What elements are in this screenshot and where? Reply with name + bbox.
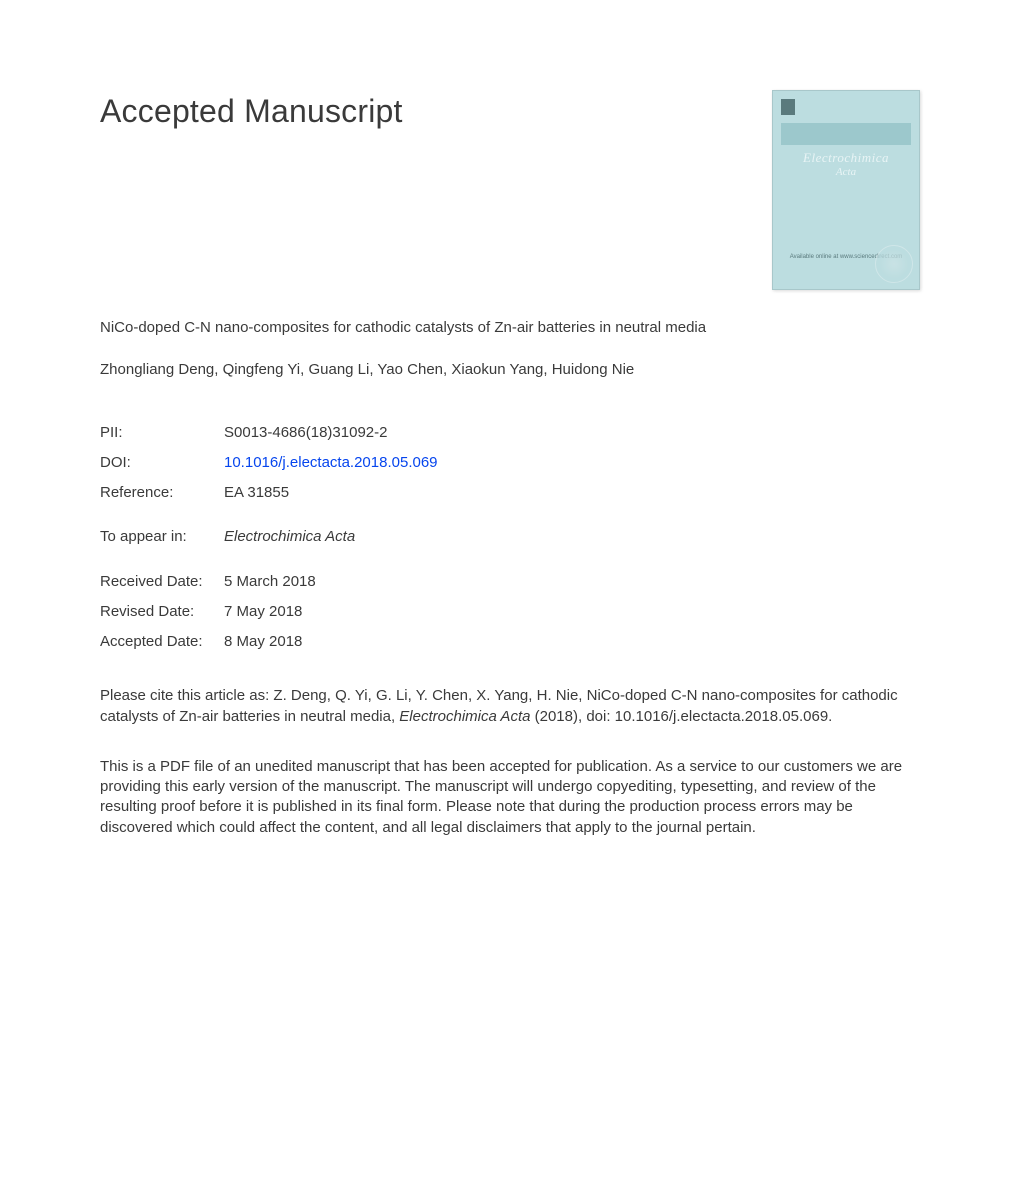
meta-value-accepted: 8 May 2018 [224,632,302,652]
meta-value-received: 5 March 2018 [224,572,316,592]
cover-title-bar [781,123,911,145]
disclaimer-text: This is a PDF file of an unedited manusc… [100,757,910,838]
citation-suffix: (2018), doi: 10.1016/j.electacta.2018.05… [530,708,832,725]
meta-value-revised: 7 May 2018 [224,602,302,622]
page-heading: Accepted Manuscript [100,90,403,133]
meta-value-appear: Electrochimica Acta [224,527,355,547]
meta-row-received: Received Date: 5 March 2018 [100,572,920,592]
meta-label-pii: PII: [100,423,224,443]
meta-label-revised: Revised Date: [100,602,224,622]
meta-row-reference: Reference: EA 31855 [100,483,920,503]
meta-value-reference: EA 31855 [224,483,289,503]
citation-text: Please cite this article as: Z. Deng, Q.… [100,686,900,727]
metadata-table: PII: S0013-4686(18)31092-2 DOI: 10.1016/… [100,423,920,653]
article-title: NiCo-doped C-N nano-composites for catho… [100,318,740,338]
cover-journal-name-line1: Electrochimica [773,149,919,167]
meta-label-received: Received Date: [100,572,224,592]
cover-journal-name-line2: Acta [773,165,919,180]
meta-row-accepted: Accepted Date: 8 May 2018 [100,632,920,652]
header-row: Accepted Manuscript Electrochimica Acta … [100,90,920,290]
meta-label-appear: To appear in: [100,527,224,547]
article-authors: Zhongliang Deng, Qingfeng Yi, Guang Li, … [100,360,920,380]
publisher-logo-icon [781,99,795,115]
meta-row-appear: To appear in: Electrochimica Acta [100,527,920,547]
journal-cover-thumbnail: Electrochimica Acta Available online at … [772,90,920,290]
meta-label-doi: DOI: [100,453,224,473]
cover-seal-icon [875,245,913,283]
meta-row-revised: Revised Date: 7 May 2018 [100,602,920,622]
doi-link[interactable]: 10.1016/j.electacta.2018.05.069 [224,454,438,471]
citation-journal: Electrochimica Acta [399,708,530,725]
meta-value-pii: S0013-4686(18)31092-2 [224,423,387,443]
meta-row-doi: DOI: 10.1016/j.electacta.2018.05.069 [100,453,920,473]
meta-label-accepted: Accepted Date: [100,632,224,652]
meta-label-reference: Reference: [100,483,224,503]
meta-row-pii: PII: S0013-4686(18)31092-2 [100,423,920,443]
